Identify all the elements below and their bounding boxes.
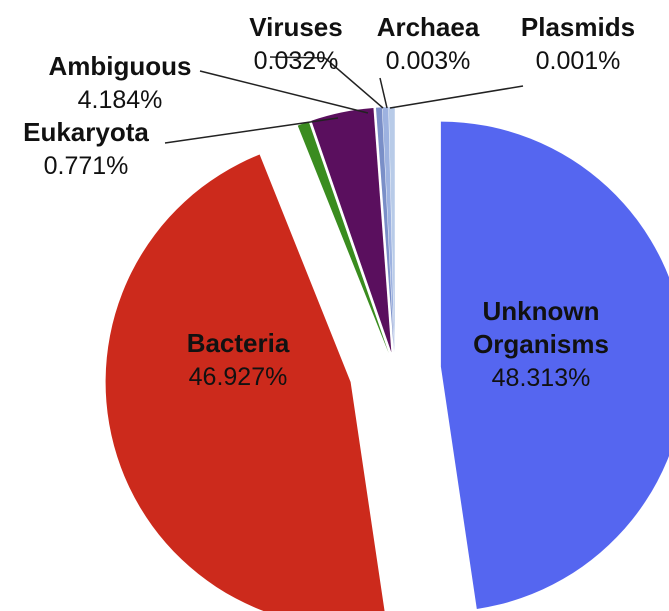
slice-value-plasmids: 0.001% xyxy=(536,47,621,75)
slice-value-unknown-organisms: 48.313% xyxy=(492,364,591,392)
pie-slice-eukaryota xyxy=(297,121,389,354)
slice-label-viruses: Viruses xyxy=(249,12,342,42)
leader-line-viruses xyxy=(269,56,384,109)
slice-label-unknown-organisms: Organisms xyxy=(473,329,609,359)
pie-slice-viruses xyxy=(375,107,394,353)
slice-label-archaea: Archaea xyxy=(377,12,480,42)
slice-value-viruses: 0.032% xyxy=(254,47,339,75)
leader-line-plasmids xyxy=(389,85,524,109)
slice-label-unknown-organisms: Unknown xyxy=(483,296,600,326)
slice-label-bacteria: Bacteria xyxy=(187,328,290,358)
leader-line-ambiguous xyxy=(199,70,369,114)
leader-line-archaea xyxy=(379,77,388,109)
slice-label-plasmids: Plasmids xyxy=(521,12,635,42)
pie-slice-bacteria xyxy=(105,154,385,611)
slice-label-eukaryota: Eukaryota xyxy=(23,117,149,147)
slice-value-eukaryota: 0.771% xyxy=(44,152,129,180)
leader-line-eukaryota xyxy=(164,117,339,144)
slice-value-ambiguous: 4.184% xyxy=(78,86,163,114)
pie-slice-ambiguous xyxy=(311,108,392,353)
slice-value-bacteria: 46.927% xyxy=(189,363,288,391)
pie-slice-archaea xyxy=(382,107,395,353)
slice-value-archaea: 0.003% xyxy=(386,47,471,75)
slice-label-ambiguous: Ambiguous xyxy=(49,51,192,81)
pie-slice-unknown-organisms xyxy=(440,121,669,609)
pie-slice-plasmids xyxy=(388,107,395,353)
